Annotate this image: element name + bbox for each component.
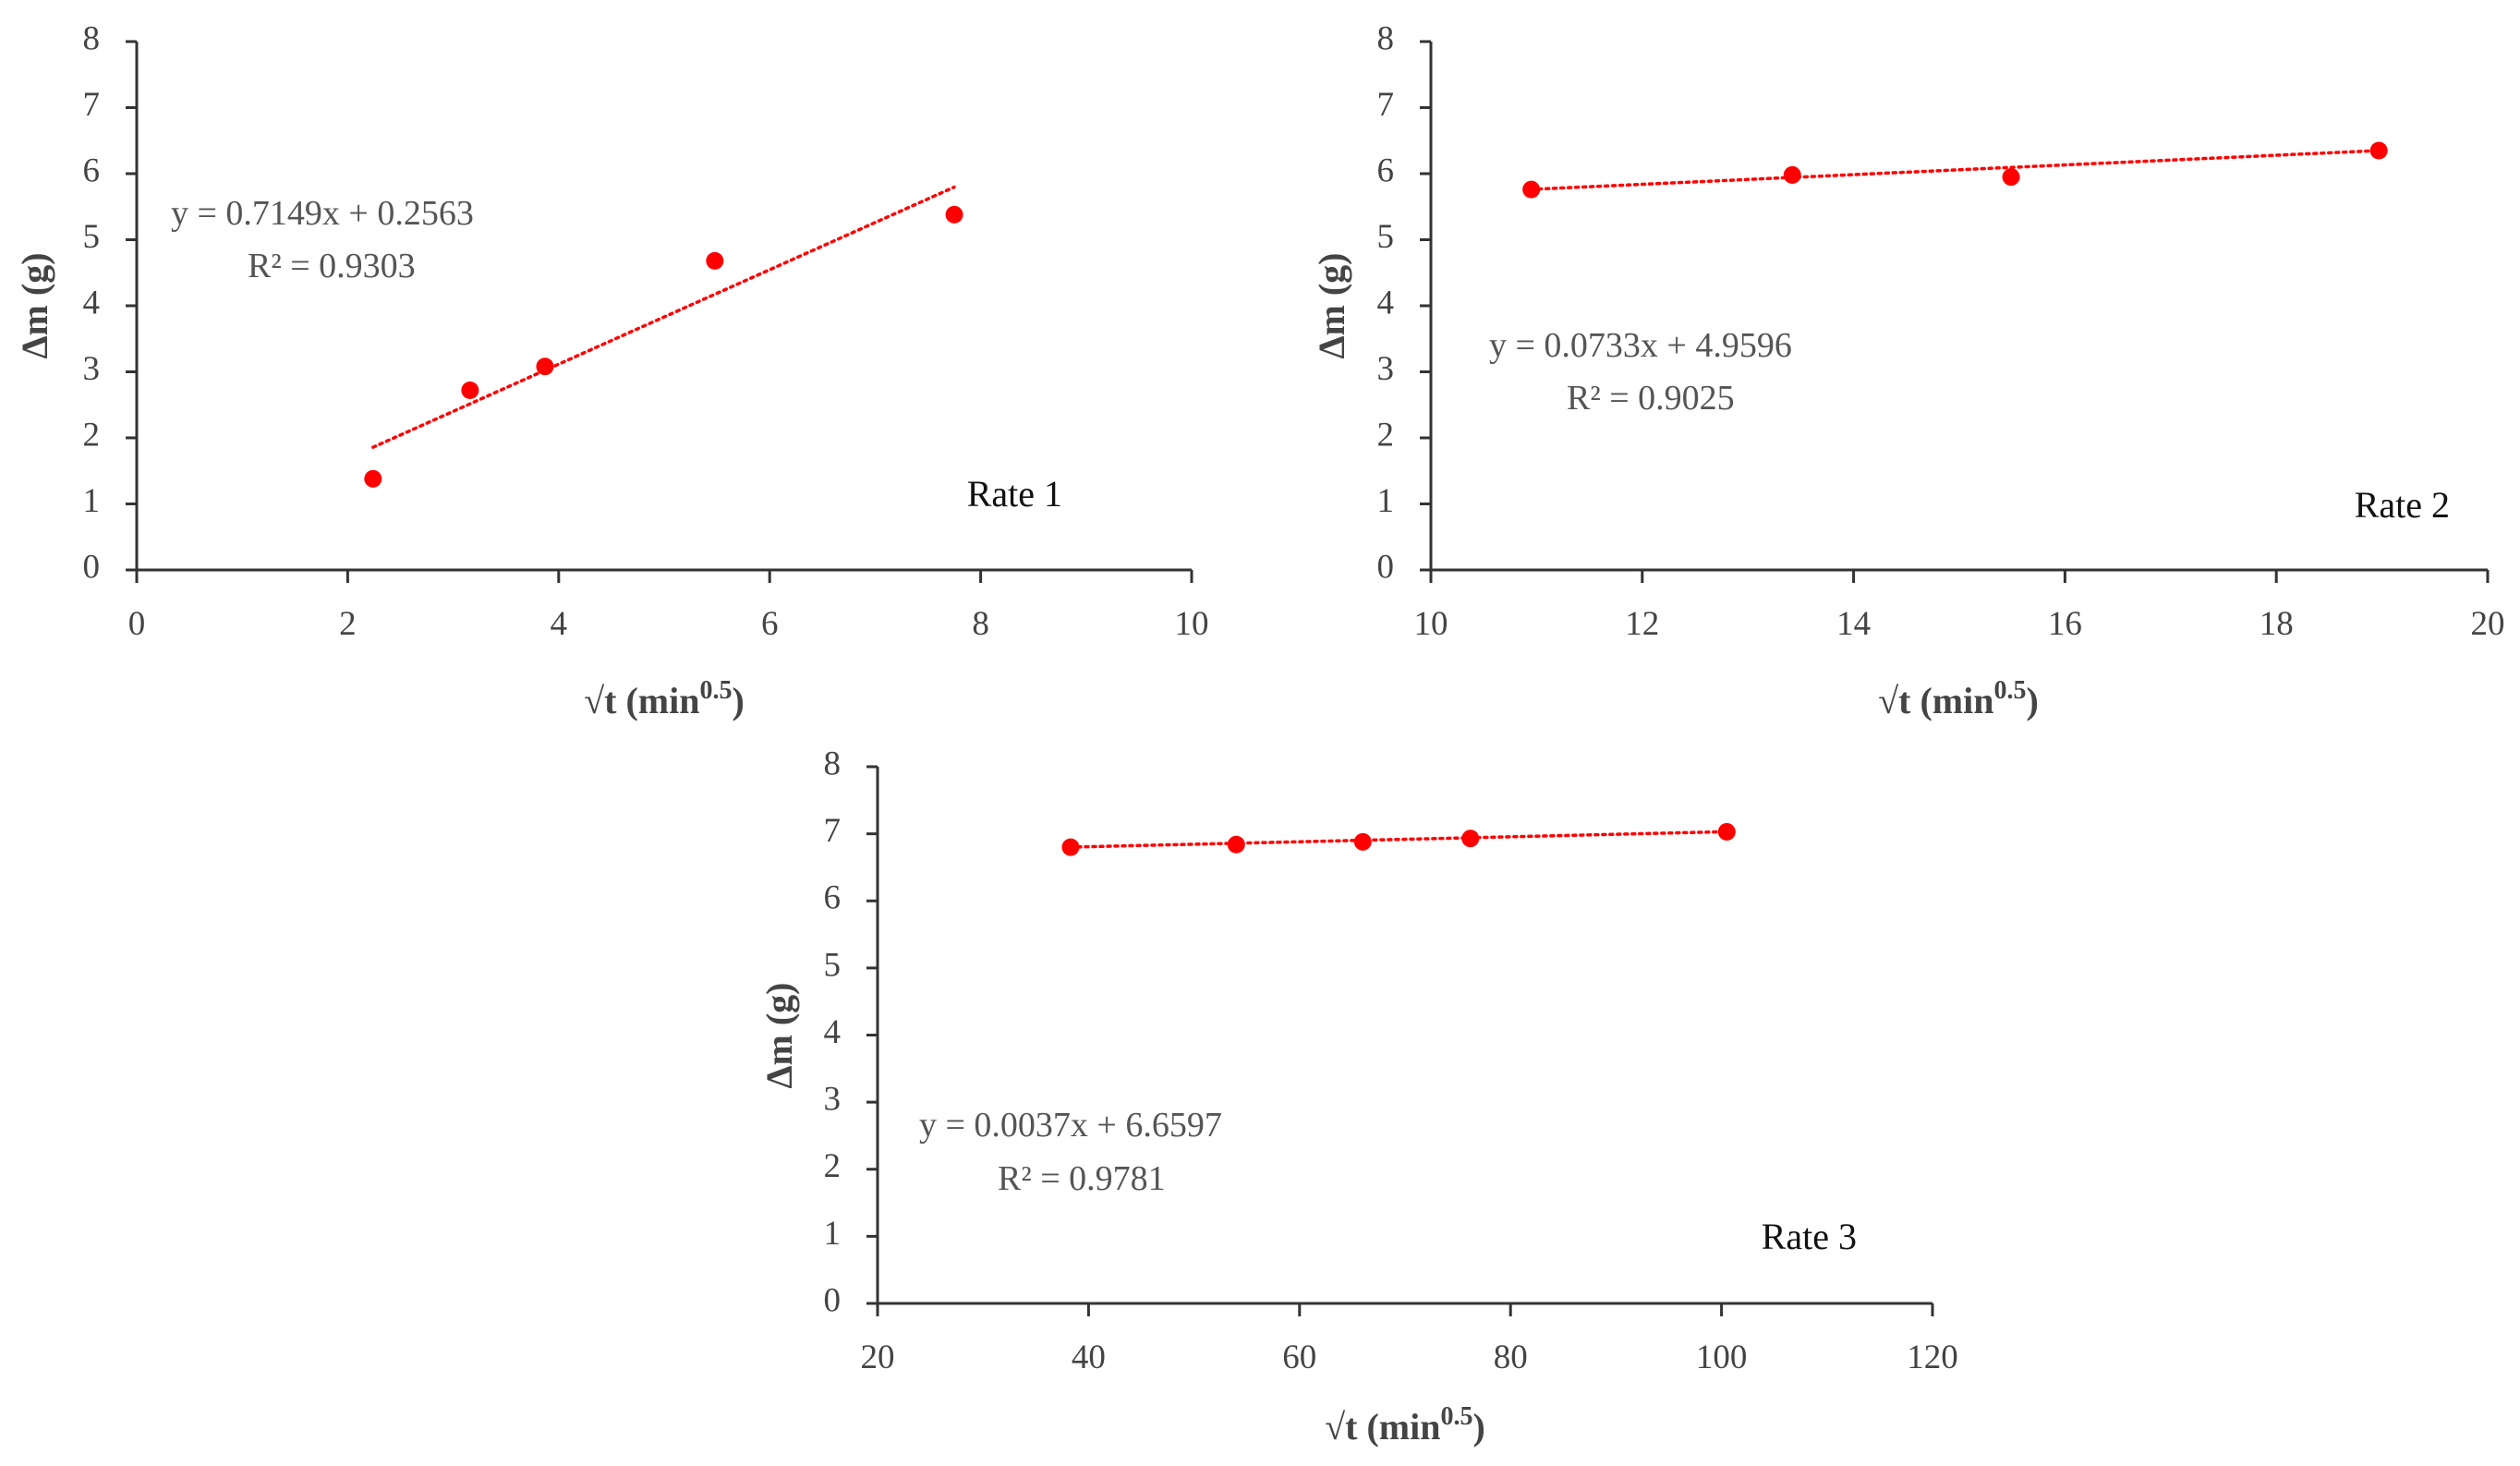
r-squared-label: R² = 0.9025 [1567, 379, 1735, 418]
trendline [371, 185, 956, 449]
y-axis-label: Δm (g) [758, 982, 800, 1088]
x-tick-label: 4 [551, 605, 568, 643]
x-tick-label: 2 [339, 605, 357, 643]
y-tick-label: 8 [83, 19, 101, 57]
y-tick-label: 8 [824, 745, 842, 782]
x-tick-label: 14 [1836, 605, 1871, 643]
x-tick-label: 120 [1907, 1339, 1958, 1376]
y-tick-label: 6 [83, 151, 101, 189]
data-point [2369, 141, 2388, 160]
y-tick-label: 1 [1377, 482, 1395, 520]
data-point [1783, 165, 1801, 184]
x-tick-label: 16 [2048, 605, 2082, 643]
y-tick-label: 2 [83, 416, 101, 454]
y-tick-label: 6 [1377, 151, 1395, 189]
y-tick-label: 1 [83, 482, 101, 520]
x-tick-label: 8 [972, 605, 989, 643]
data-point [1522, 180, 1541, 199]
y-tick-label: 2 [1377, 416, 1395, 454]
y-tick-label: 0 [824, 1281, 842, 1319]
x-tick-label: 0 [128, 605, 146, 643]
x-tick-label: 18 [2260, 605, 2294, 643]
y-tick-label: 4 [824, 1013, 842, 1051]
data-point [706, 251, 724, 270]
x-axis-label: √t (min0.5) [1325, 1402, 1485, 1448]
rate-label: Rate 1 [967, 473, 1062, 515]
x-tick-label: 6 [761, 605, 779, 643]
x-tick-label: 12 [1625, 605, 1659, 643]
y-tick-label: 2 [824, 1147, 842, 1185]
y-tick-label: 5 [83, 218, 101, 256]
rate-label: Rate 2 [2355, 484, 2450, 526]
r-squared-label: R² = 0.9781 [998, 1159, 1166, 1198]
data-point [1717, 822, 1736, 841]
rate-label: Rate 3 [1762, 1216, 1857, 1257]
trendline-equation: y = 0.7149x + 0.2563 [171, 194, 474, 233]
x-tick-label: 60 [1282, 1339, 1316, 1376]
x-tick-label: 20 [861, 1339, 895, 1376]
x-tick-label: 10 [1175, 605, 1209, 643]
data-point [1461, 830, 1480, 848]
y-tick-label: 3 [83, 350, 101, 388]
x-tick-label: 100 [1696, 1339, 1748, 1376]
y-tick-label: 4 [1377, 284, 1395, 321]
data-point [461, 382, 479, 400]
y-axis-label: Δm (g) [1311, 252, 1352, 358]
data-point [364, 469, 382, 488]
data-point [2002, 168, 2020, 187]
y-tick-label: 3 [824, 1081, 842, 1119]
data-point [1227, 835, 1245, 854]
data-point [536, 357, 554, 376]
y-tick-label: 7 [824, 812, 842, 850]
y-tick-label: 6 [824, 879, 842, 917]
r-squared-label: R² = 0.9303 [248, 247, 416, 285]
y-tick-label: 5 [1377, 218, 1395, 256]
x-tick-label: 80 [1494, 1339, 1528, 1376]
x-axis-label: √t (min0.5) [1878, 676, 2039, 721]
trendline-equation: y = 0.0037x + 6.6597 [919, 1106, 1222, 1145]
chart-panel-3: 0 1 2 3 4 5 6 7 8 20 40 60 80 100 120 Δm (g) √t (min0.5)… [758, 745, 1958, 1448]
y-tick-label: 8 [1377, 19, 1395, 57]
y-axis-label: Δm (g) [14, 252, 55, 358]
y-tick-label: 7 [83, 86, 101, 124]
x-tick-label: 20 [2471, 605, 2505, 643]
x-tick-label: 40 [1072, 1339, 1106, 1376]
x-tick-label: 10 [1414, 605, 1448, 643]
y-tick-label: 4 [83, 284, 101, 321]
trendline [1069, 830, 1729, 849]
trendline [1529, 149, 2381, 191]
y-tick-label: 0 [83, 548, 101, 586]
y-tick-label: 0 [1377, 548, 1395, 586]
data-point [1061, 838, 1080, 856]
data-point [945, 205, 963, 224]
data-point [1353, 832, 1372, 851]
trendline-equation: y = 0.0733x + 4.9596 [1489, 326, 1792, 365]
y-tick-label: 1 [824, 1215, 842, 1253]
y-tick-label: 7 [1377, 86, 1395, 124]
chart-panel-1: 0 1 2 3 4 5 6 7 8 0 2 4 6 8 10 Δm (g) √t (min0.5) y = 0.7… [14, 19, 1208, 721]
y-tick-label: 5 [824, 946, 842, 984]
x-axis-label: √t (min0.5) [584, 676, 745, 721]
y-tick-label: 3 [1377, 350, 1395, 388]
